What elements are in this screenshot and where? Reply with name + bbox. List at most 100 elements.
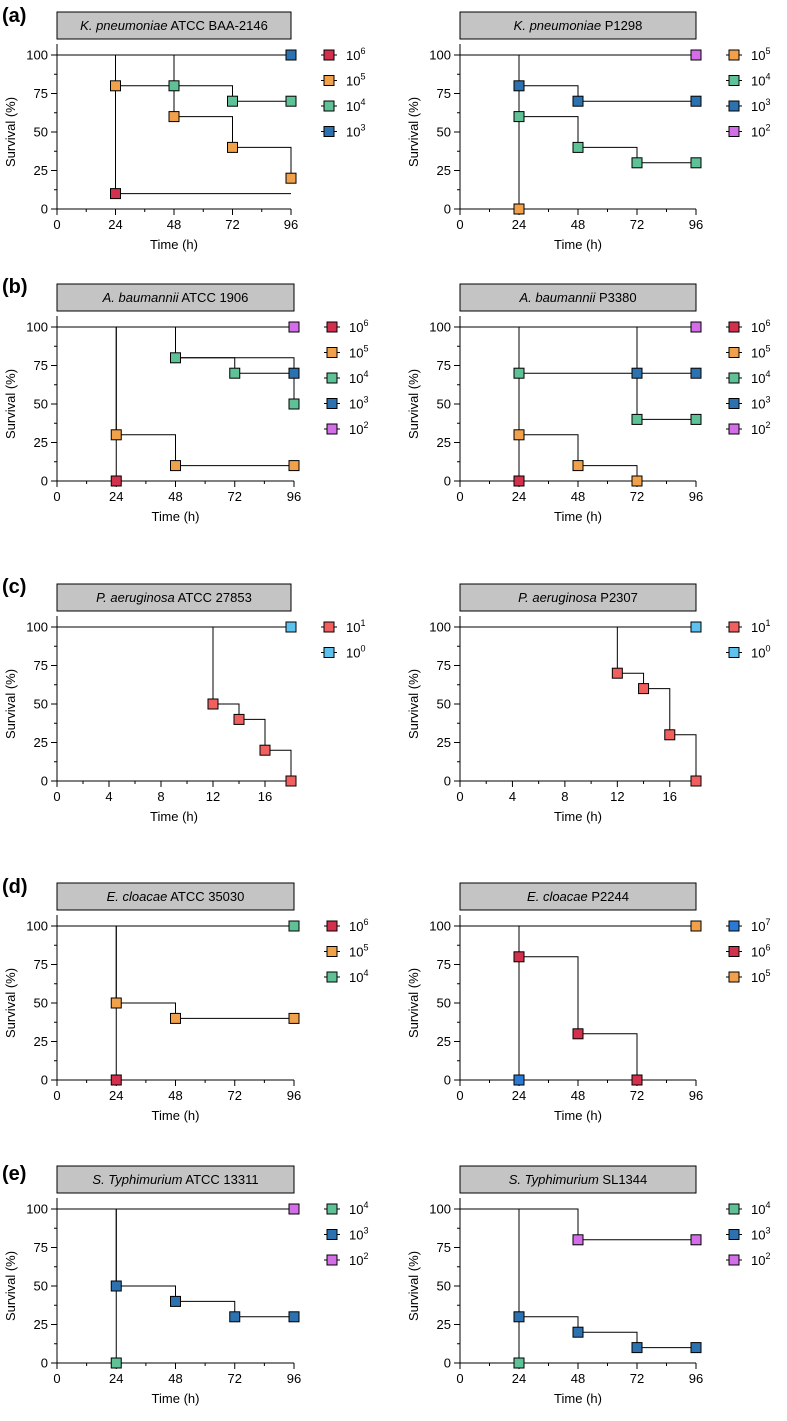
x-tick-label: 24	[108, 217, 122, 232]
chart-title: S. Typhimurium ATCC 13311	[92, 1172, 258, 1187]
survival-step-line	[57, 925, 117, 1080]
survival-step-line	[460, 1208, 520, 1363]
y-tick-label: 50	[437, 1279, 451, 1294]
data-marker	[513, 80, 525, 92]
x-tick-label: 96	[287, 489, 301, 504]
chart-title-box	[459, 882, 697, 911]
chart-title: A. baumannii ATCC 1906	[102, 290, 249, 305]
data-marker	[229, 1311, 241, 1323]
x-axis-title: Time (h)	[152, 1391, 200, 1406]
chart-8: E. cloacae P2244 0 25 50 75 100 0 24 48 72 96 Time …	[406, 882, 770, 1123]
data-marker	[110, 429, 122, 441]
chart-4: A. baumannii P3380 0 25 50 75 100 0 24 48 72 96 Tim…	[406, 283, 770, 524]
data-marker	[110, 188, 121, 200]
data-marker	[285, 775, 297, 787]
y-tick-label: 0	[444, 774, 451, 789]
x-tick-label: 0	[53, 217, 60, 232]
data-marker	[690, 49, 702, 61]
data-marker	[513, 111, 525, 123]
y-tick-label: 25	[34, 1317, 48, 1332]
chart-title: P. aeruginosa P2307	[518, 590, 638, 605]
data-marker	[631, 1342, 643, 1354]
data-marker	[170, 352, 181, 364]
legend-swatch	[728, 347, 740, 358]
survival-step-line	[460, 54, 696, 102]
legend-label: 105	[751, 968, 770, 985]
legend-label: 103	[349, 1226, 368, 1243]
data-marker	[572, 141, 584, 153]
data-marker	[690, 920, 702, 932]
x-tick-label: 0	[53, 1088, 60, 1103]
x-tick-label: 24	[512, 217, 526, 232]
y-axis-title: Survival (%)	[3, 97, 18, 167]
y-axis-title: Survival (%)	[406, 669, 421, 739]
data-marker	[227, 141, 238, 153]
charts-container: K. pneumoniae ATCC BAA-2146 0 25 50 75 100 0 24…	[3, 11, 770, 1406]
y-tick-label: 0	[41, 474, 48, 489]
y-tick-label: 100	[26, 919, 48, 934]
chart-title-box	[459, 1165, 697, 1194]
data-marker	[572, 95, 584, 107]
legend-swatch	[326, 1203, 338, 1215]
x-axis-title: Time (h)	[554, 237, 602, 252]
x-axis-title: Time (h)	[150, 809, 198, 824]
data-marker	[513, 1357, 525, 1369]
x-tick-label: 4	[509, 789, 516, 804]
legend-label: 106	[751, 943, 770, 960]
y-tick-label: 100	[26, 620, 48, 635]
x-tick-label: 48	[168, 489, 182, 504]
data-marker	[168, 111, 180, 123]
data-marker	[631, 475, 643, 487]
x-tick-label: 72	[630, 217, 644, 232]
data-marker	[631, 367, 643, 379]
chart-6: P. aeruginosa P2307 0 25 50 75 100 0 4 8 12 16 Time…	[406, 583, 770, 824]
panel-label-e: (e)	[2, 1163, 26, 1185]
survival-step-line	[57, 326, 117, 481]
y-tick-label: 0	[444, 202, 451, 217]
x-tick-label: 48	[571, 1371, 585, 1386]
x-tick-label: 0	[456, 489, 463, 504]
x-tick-label: 24	[512, 489, 526, 504]
chart-title-box	[459, 583, 697, 612]
x-tick-label: 16	[663, 789, 677, 804]
legend-label: 106	[349, 318, 368, 335]
y-tick-label: 75	[437, 358, 451, 373]
y-tick-label: 75	[437, 957, 451, 972]
legend-swatch	[326, 1229, 338, 1240]
x-tick-label: 0	[456, 1088, 463, 1103]
x-tick-label: 96	[689, 489, 703, 504]
chart-title: E. cloacae ATCC 35030	[107, 889, 245, 904]
x-tick-label: 48	[571, 489, 585, 504]
survival-step-line	[460, 925, 520, 1080]
chart-title: E. cloacae P2244	[527, 889, 629, 904]
legend-label: 105	[349, 943, 368, 960]
survival-step-line	[460, 326, 520, 481]
panel-label-b: (b)	[2, 276, 28, 298]
legend-swatch	[323, 621, 335, 633]
legend-swatch	[728, 321, 740, 333]
data-marker	[513, 429, 525, 441]
panel-label-a: (a)	[2, 5, 26, 27]
y-tick-label: 50	[34, 1279, 48, 1294]
data-marker	[285, 172, 297, 184]
legend-label: 101	[346, 618, 365, 635]
survival-step-line	[460, 326, 696, 374]
legend-label: 100	[751, 644, 770, 661]
data-marker	[690, 621, 702, 633]
data-marker	[285, 621, 297, 633]
y-tick-label: 0	[41, 1073, 48, 1088]
legend-swatch	[326, 347, 338, 358]
chart-title: A. baumannii P3380	[518, 290, 636, 305]
chart-5: P. aeruginosa ATCC 27853 0 25 50 75 100 0 4 8 12 1…	[3, 583, 365, 824]
y-tick-label: 75	[34, 658, 48, 673]
y-axis-title: Survival (%)	[3, 369, 18, 439]
legend-swatch	[728, 946, 740, 957]
data-marker	[513, 367, 525, 379]
y-tick-label: 100	[429, 620, 451, 635]
legend-label: 106	[346, 46, 365, 63]
y-axis-title: Survival (%)	[406, 369, 421, 439]
data-marker	[631, 413, 643, 425]
survival-step-line	[57, 925, 294, 1019]
legend-label: 102	[751, 1251, 770, 1268]
y-tick-label: 75	[34, 1240, 48, 1255]
